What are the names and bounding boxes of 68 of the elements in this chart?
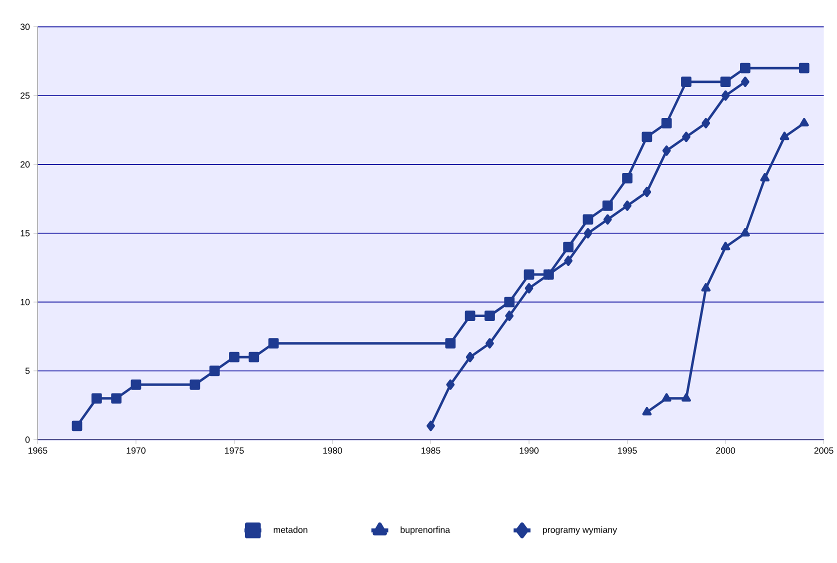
point — [780, 132, 790, 140]
point — [524, 269, 534, 280]
y-tick-label: 25 — [20, 92, 30, 99]
point — [720, 242, 730, 250]
point — [721, 90, 730, 101]
y-tick-label: 30 — [20, 24, 30, 30]
x-tick-label: 1970 — [126, 448, 146, 454]
point — [681, 76, 692, 88]
x-tick-label: 1975 — [225, 448, 244, 454]
y-tick-label: 0 — [25, 436, 30, 443]
x-tick-label: 1990 — [520, 448, 539, 454]
point — [268, 338, 279, 349]
point — [603, 214, 612, 225]
point — [445, 338, 456, 349]
point — [642, 186, 652, 198]
y-tick-label: 20 — [20, 161, 30, 168]
point — [229, 352, 240, 362]
point — [661, 118, 672, 128]
point — [623, 200, 632, 212]
point — [209, 366, 220, 376]
point — [800, 118, 809, 126]
point — [130, 380, 142, 390]
point — [622, 173, 632, 184]
y-tick-label: 5 — [25, 368, 30, 374]
x-tick-label: 1985 — [422, 448, 440, 454]
point — [466, 352, 474, 362]
point — [190, 380, 200, 390]
x-tick-label: 1980 — [323, 448, 342, 454]
x-tick-label: 2000 — [716, 448, 736, 454]
point — [504, 296, 515, 308]
point — [602, 200, 613, 212]
point — [741, 76, 750, 88]
point — [702, 118, 710, 128]
point — [564, 256, 573, 266]
point — [682, 393, 691, 402]
point — [524, 283, 534, 294]
point — [642, 407, 652, 416]
point — [720, 76, 731, 88]
point — [505, 310, 514, 322]
point — [72, 420, 82, 432]
x-tick-label: 1995 — [618, 448, 637, 454]
point — [111, 393, 122, 404]
point — [91, 393, 102, 404]
y-tick-label: 10 — [20, 299, 30, 306]
point — [760, 173, 770, 182]
point — [798, 63, 810, 74]
point — [682, 132, 690, 142]
legend-label: programy wymiany — [542, 526, 618, 535]
point — [740, 63, 750, 74]
point — [464, 310, 476, 322]
point — [484, 310, 495, 322]
point — [662, 146, 671, 156]
legend-label: metadon — [274, 526, 308, 534]
point — [248, 352, 260, 362]
x-tick-label: 1965 — [28, 448, 48, 454]
legend-label: buprenorfina — [400, 526, 450, 535]
y-tick-label: 15 — [20, 230, 30, 236]
point — [642, 132, 652, 142]
point — [662, 393, 672, 402]
point — [446, 380, 455, 390]
point — [563, 242, 574, 252]
point — [701, 283, 711, 292]
point — [582, 214, 594, 225]
point — [584, 228, 592, 239]
x-tick-label: 2005 — [814, 448, 834, 454]
point — [486, 338, 494, 349]
point — [740, 228, 750, 237]
point — [426, 420, 435, 432]
